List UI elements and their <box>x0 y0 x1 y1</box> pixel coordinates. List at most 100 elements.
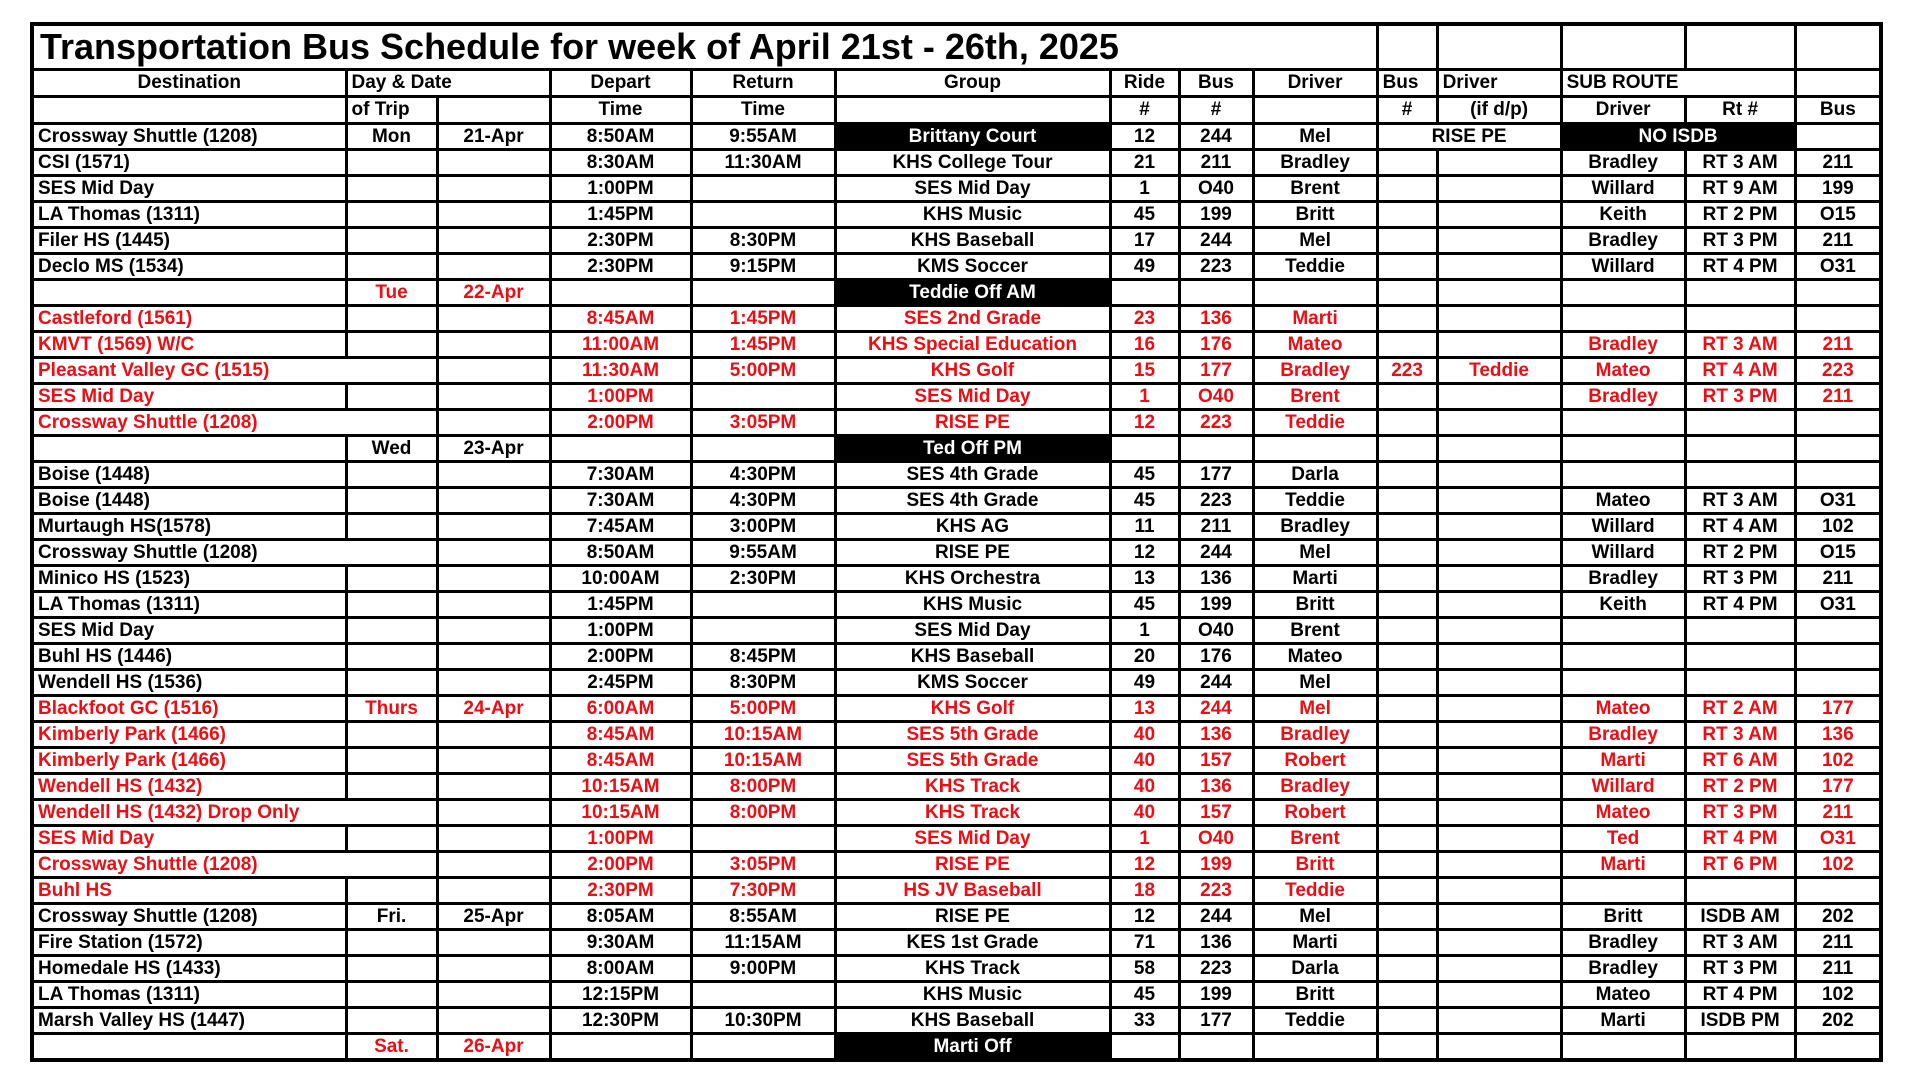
cell-destination: SES Mid Day <box>30 824 348 853</box>
cell-sub-driver: Keith <box>1559 200 1687 229</box>
col-subheader-blank <box>833 95 1112 125</box>
cell-sub-rt: RT 3 AM <box>1683 486 1797 515</box>
cell-destination: Marsh Valley HS (1447) <box>30 1006 348 1035</box>
cell-sub-bus <box>1793 408 1883 437</box>
cell-driver2 <box>1435 408 1563 437</box>
cell-driver: Teddie <box>1251 252 1379 281</box>
cell-bus-num: 223 <box>1177 954 1255 983</box>
cell-sub-driver <box>1559 408 1687 437</box>
cell-sub-driver: Mateo <box>1559 798 1687 827</box>
schedule-row: LA Thomas (1311) 1:45PM KHS Music 45 199 Brit… <box>30 590 1883 619</box>
cell-driver2 <box>1435 564 1563 593</box>
col-header-destination: Destination <box>30 68 348 98</box>
cell-bus-num: 136 <box>1177 720 1255 749</box>
cell-sub-rt <box>1683 642 1797 671</box>
cell-sub-rt: RT 4 PM <box>1683 824 1797 853</box>
cell-ride-num: 23 <box>1108 304 1181 333</box>
cell-driver: Mateo <box>1251 330 1379 359</box>
cell-destination: Fire Station (1572) <box>30 928 348 957</box>
cell-day <box>344 772 439 801</box>
cell-group: KHS College Tour <box>833 148 1112 177</box>
cell-sub-bus: 177 <box>1793 694 1883 723</box>
cell-sub-driver: Willard <box>1559 538 1687 567</box>
cell-sub-driver <box>1559 642 1687 671</box>
cell-day <box>344 720 439 749</box>
cell-day <box>344 382 439 411</box>
cell-driver: Robert <box>1251 798 1379 827</box>
cell-day: Thurs <box>344 694 439 723</box>
cell-driver: Britt <box>1251 980 1379 1009</box>
cell-driver2: Teddie <box>1435 356 1563 385</box>
cell-day: Fri. <box>344 902 439 931</box>
cell-bus-num: 223 <box>1177 876 1255 905</box>
cell-sub-rt <box>1683 876 1797 905</box>
cell-sub-bus: O15 <box>1793 200 1883 229</box>
cell-sub-rt: RT 6 AM <box>1683 746 1797 775</box>
schedule-row: Boise (1448) 7:30AM 4:30PM SES 4th Grade 45 2… <box>30 486 1883 515</box>
cell-driver: Teddie <box>1251 408 1379 437</box>
cell-ride-num: 40 <box>1108 720 1181 749</box>
cell-date <box>435 616 552 645</box>
cell-ride-num <box>1108 434 1181 463</box>
cell-return-time: 10:15AM <box>689 720 837 749</box>
cell-return-time <box>689 278 837 307</box>
bus-schedule-table: Transportation Bus Schedule for week of … <box>30 22 1884 1062</box>
cell-destination: Declo MS (1534) <box>30 252 348 281</box>
cell-group: HS JV Baseball <box>833 876 1112 905</box>
cell-destination: Pleasant Valley GC (1515) <box>30 356 439 385</box>
schedule-row: Crossway Shuttle (1208) Mon 21-Apr 8:50AM 9:… <box>30 122 1883 151</box>
cell-depart-time: 9:30AM <box>548 928 693 957</box>
cell-destination: Kimberly Park (1466) <box>30 720 348 749</box>
cell-bus2-num <box>1375 1006 1439 1035</box>
cell-destination: CSI (1571) <box>30 148 348 177</box>
cell-driver: Mel <box>1251 902 1379 931</box>
cell-sub-bus: O31 <box>1793 590 1883 619</box>
cell-return-time <box>689 616 837 645</box>
cell-return-time <box>689 382 837 411</box>
cell-driver: Bradley <box>1251 772 1379 801</box>
cell-sub-driver: Mateo <box>1559 356 1687 385</box>
cell-mid-note: RISE PE <box>1375 122 1563 151</box>
cell-driver2 <box>1435 460 1563 489</box>
cell-depart-time: 8:45AM <box>548 304 693 333</box>
cell-destination: Crossway Shuttle (1208) <box>30 538 439 567</box>
cell-depart-time: 2:00PM <box>548 408 693 437</box>
cell-destination: Wendell HS (1536) <box>30 668 348 697</box>
cell-sub-rt <box>1683 460 1797 489</box>
cell-depart-time: 8:30AM <box>548 148 693 177</box>
cell-date <box>435 564 552 593</box>
cell-return-time <box>689 434 837 463</box>
cell-depart-time <box>548 278 693 307</box>
cell-ride-num: 11 <box>1108 512 1181 541</box>
schedule-row: Crossway Shuttle (1208) Fri. 25-Apr 8:05AM 8… <box>30 902 1883 931</box>
schedule-row: Wendell HS (1536) 2:45PM 8:30PM KMS Soccer 4… <box>30 668 1883 697</box>
cell-sub-bus <box>1793 460 1883 489</box>
cell-return-time: 9:55AM <box>689 122 837 151</box>
cell-sub-bus <box>1793 122 1883 151</box>
cell-group: KHS Golf <box>833 694 1112 723</box>
cell-group: KHS Music <box>833 590 1112 619</box>
cell-sub-bus: 211 <box>1793 382 1883 411</box>
cell-depart-time <box>548 434 693 463</box>
cell-group: SES 4th Grade <box>833 460 1112 489</box>
cell-destination: Minico HS (1523) <box>30 564 348 593</box>
cell-bus2-num <box>1375 980 1439 1009</box>
cell-day <box>344 824 439 853</box>
cell-group: Teddie Off AM <box>833 278 1112 307</box>
cell-bus2-num <box>1375 720 1439 749</box>
cell-day <box>344 226 439 255</box>
cell-depart-time: 1:45PM <box>548 590 693 619</box>
cell-sub-rt: RT 9 AM <box>1683 174 1797 203</box>
schedule-row: Sat. 26-Apr Marti Off <box>30 1032 1883 1062</box>
col-header-day-date: Day & Date <box>344 68 552 98</box>
col-subheader-ride-hash: # <box>1108 95 1181 125</box>
cell-depart-time: 8:45AM <box>548 746 693 775</box>
cell-bus-num: 211 <box>1177 512 1255 541</box>
cell-ride-num: 45 <box>1108 486 1181 515</box>
schedule-row: SES Mid Day 1:00PM SES Mid Day 1 O40 Brent Bra… <box>30 382 1883 411</box>
col-header-return: Return <box>689 68 837 98</box>
cell-return-time: 7:30PM <box>689 876 837 905</box>
schedule-row: Homedale HS (1433) 8:00AM 9:00PM KHS Track 5… <box>30 954 1883 983</box>
cell-destination: Crossway Shuttle (1208) <box>30 902 348 931</box>
